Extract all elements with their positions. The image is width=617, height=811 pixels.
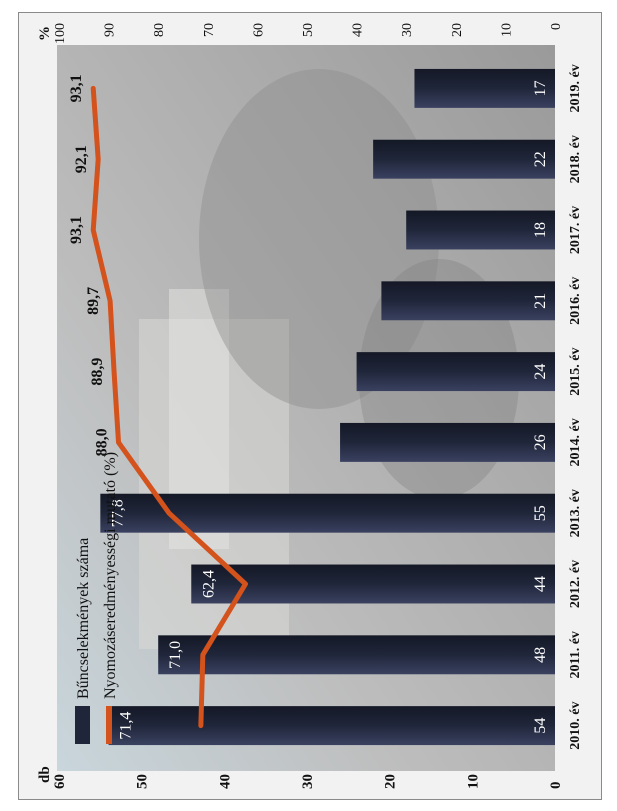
bar-value-label: 18 — [532, 222, 549, 238]
category-label: 2012. év — [568, 560, 583, 608]
left-axis-tick-label: 20 — [383, 774, 399, 789]
bar-value-label: 24 — [532, 364, 549, 380]
category-label: 2015. év — [568, 347, 583, 395]
line-value-label: 89,7 — [85, 287, 102, 315]
left-axis-tick-label: 50 — [135, 774, 151, 789]
legend-label-line: Nyomozáseredményességi mutató (%) — [102, 452, 119, 699]
bar-value-label: 48 — [532, 647, 549, 663]
category-label: 2010. év — [568, 701, 583, 749]
bar — [373, 140, 555, 179]
legend-swatch-bar — [75, 706, 90, 744]
category-label: 2018. év — [568, 135, 583, 183]
left-axis-tick-label: 60 — [52, 774, 68, 789]
chart-rotated-container: 54 48 44 55 26 24 21 18 22 17 71,4 71,0 62,4 77,8 88,… — [19, 13, 601, 799]
right-axis-tick-label: 80 — [152, 23, 167, 37]
bar — [340, 423, 555, 462]
right-axis-tick-label: 40 — [351, 23, 366, 37]
right-axis-tick-label: 20 — [450, 23, 465, 37]
right-axis-tick-label: 90 — [103, 23, 118, 37]
right-axis-tick-label: 0 — [549, 23, 564, 30]
bar — [158, 635, 555, 674]
bar-value-label: 54 — [532, 718, 549, 734]
chart-frame: 54 48 44 55 26 24 21 18 22 17 71,4 71,0 62,4 77,8 88,… — [18, 12, 602, 800]
right-axis-tick-label: 60 — [251, 23, 266, 37]
line-value-label: 62,4 — [200, 570, 217, 598]
line-value-label: 92,1 — [73, 145, 90, 173]
bar-value-label: 55 — [532, 505, 549, 521]
category-label: 2016. év — [568, 277, 583, 325]
category-label: 2014. év — [568, 418, 583, 466]
right-axis-tick-label: 30 — [400, 23, 415, 37]
bar-value-label: 44 — [532, 576, 549, 592]
bar-value-label: 21 — [532, 293, 549, 309]
bar — [381, 281, 555, 320]
right-axis-unit: % — [37, 26, 53, 41]
line-value-label: 71,4 — [118, 712, 135, 740]
left-axis-tick-label: 30 — [300, 774, 316, 789]
category-label: 2017. év — [568, 206, 583, 254]
left-axis-tick-label: 40 — [217, 774, 233, 789]
category-label: 2011. év — [568, 631, 583, 678]
left-axis-tick-label: 0 — [548, 782, 564, 790]
line-value-label: 93,1 — [68, 216, 85, 244]
line-value-label: 93,1 — [68, 74, 85, 102]
legend-label-bar: Bűncselekmények száma — [75, 538, 92, 699]
left-axis-unit: db — [37, 766, 53, 783]
right-axis-tick-label: 10 — [499, 23, 514, 37]
bar-value-label: 26 — [532, 434, 549, 450]
bar — [109, 706, 555, 745]
bar-value-label: 22 — [532, 151, 549, 167]
line-value-label: 88,9 — [89, 358, 106, 386]
right-axis-tick-label: 50 — [301, 23, 316, 37]
line-value-label: 71,0 — [167, 641, 184, 669]
right-axis-tick-label: 70 — [202, 23, 217, 37]
category-label: 2019. év — [568, 64, 583, 112]
left-axis-tick-label: 10 — [465, 774, 481, 789]
bar-value-label: 17 — [532, 80, 549, 96]
bar — [357, 352, 555, 391]
category-label: 2013. év — [568, 489, 583, 537]
right-axis-tick-label: 100 — [53, 23, 68, 44]
